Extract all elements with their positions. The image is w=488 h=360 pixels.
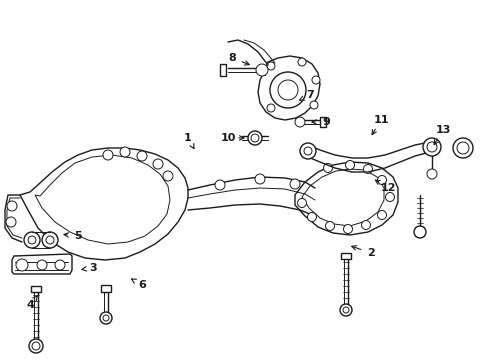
Circle shape: [426, 169, 436, 179]
Circle shape: [37, 260, 47, 270]
Text: 3: 3: [89, 263, 97, 273]
Circle shape: [6, 217, 16, 227]
Text: 2: 2: [366, 248, 374, 258]
Circle shape: [297, 198, 306, 207]
Circle shape: [385, 193, 394, 202]
Polygon shape: [340, 253, 350, 259]
Polygon shape: [220, 64, 225, 76]
Circle shape: [254, 174, 264, 184]
Polygon shape: [31, 286, 41, 292]
Circle shape: [120, 147, 130, 157]
Circle shape: [377, 211, 386, 220]
Circle shape: [153, 159, 163, 169]
Circle shape: [422, 138, 440, 156]
Circle shape: [7, 201, 17, 211]
Circle shape: [100, 312, 112, 324]
Text: 5: 5: [74, 231, 81, 241]
Circle shape: [266, 62, 274, 70]
Polygon shape: [319, 117, 325, 127]
Circle shape: [325, 221, 334, 230]
Circle shape: [413, 226, 425, 238]
Circle shape: [343, 225, 352, 234]
Circle shape: [163, 171, 173, 181]
Circle shape: [42, 232, 58, 248]
Text: 10: 10: [220, 133, 235, 143]
Circle shape: [452, 138, 472, 158]
Circle shape: [137, 151, 147, 161]
Circle shape: [323, 163, 332, 172]
Circle shape: [297, 58, 305, 66]
Circle shape: [377, 175, 386, 184]
Circle shape: [361, 220, 370, 230]
Circle shape: [24, 232, 40, 248]
Text: 8: 8: [228, 53, 235, 63]
Text: 1: 1: [184, 133, 191, 143]
Text: 7: 7: [305, 90, 313, 100]
Circle shape: [294, 117, 305, 127]
Circle shape: [363, 165, 372, 174]
Text: 6: 6: [138, 280, 145, 290]
Circle shape: [16, 259, 28, 271]
Circle shape: [339, 304, 351, 316]
Circle shape: [103, 150, 113, 160]
Text: 13: 13: [434, 125, 450, 135]
Circle shape: [55, 260, 65, 270]
Circle shape: [299, 143, 315, 159]
Text: 9: 9: [322, 117, 329, 127]
Circle shape: [307, 212, 316, 221]
Circle shape: [269, 72, 305, 108]
Text: 12: 12: [380, 183, 395, 193]
Circle shape: [266, 104, 274, 112]
Circle shape: [311, 76, 319, 84]
Text: 4: 4: [26, 300, 34, 310]
Circle shape: [289, 179, 299, 189]
Text: 11: 11: [372, 115, 388, 125]
Circle shape: [215, 180, 224, 190]
Circle shape: [309, 101, 317, 109]
Circle shape: [247, 131, 262, 145]
Circle shape: [29, 339, 43, 353]
Circle shape: [345, 161, 354, 170]
Polygon shape: [101, 285, 111, 292]
Circle shape: [256, 64, 267, 76]
